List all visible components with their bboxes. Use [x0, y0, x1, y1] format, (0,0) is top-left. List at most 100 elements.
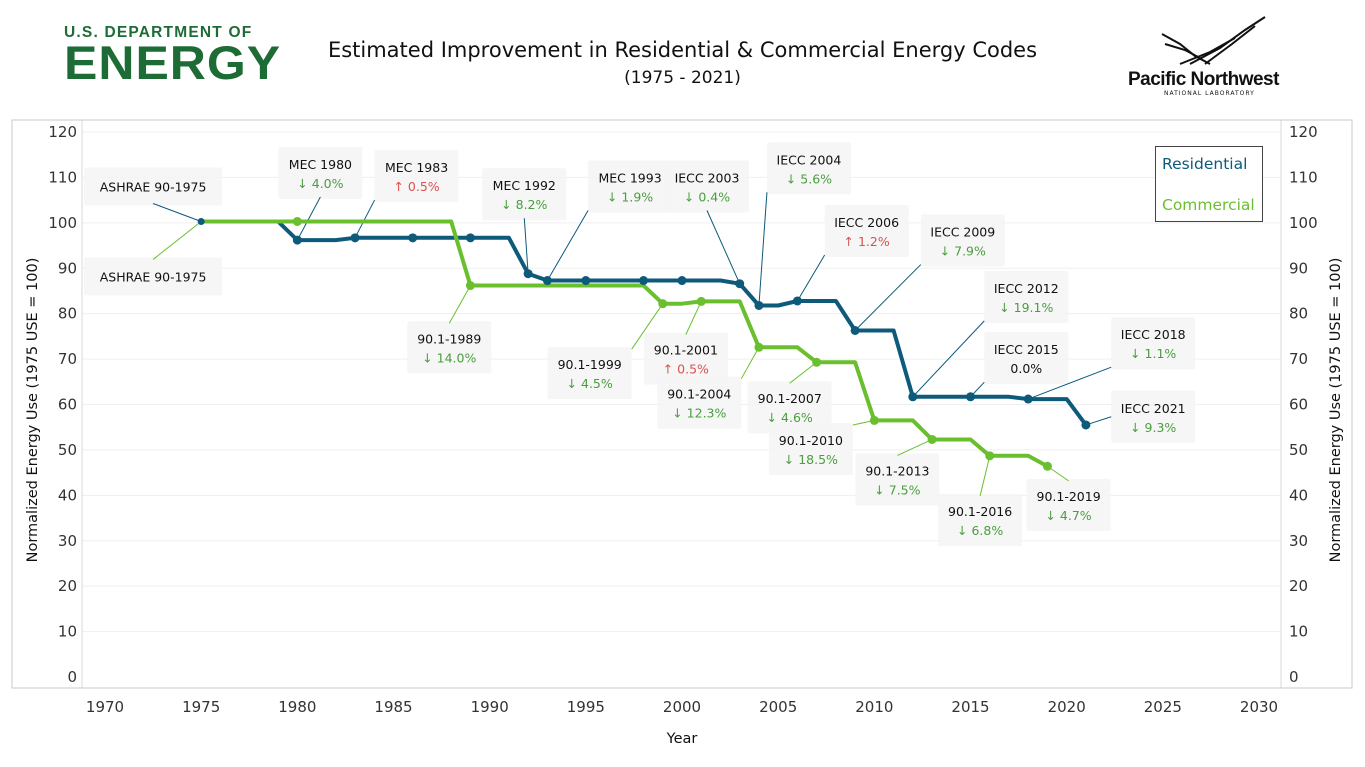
doe-logo-line2: ENERGY [64, 36, 282, 90]
data-point-residential [735, 279, 745, 289]
annotation-change: ↑ 0.5% [663, 362, 709, 377]
annotation-leader [1028, 366, 1112, 400]
annotation-change: ↓ 7.9% [940, 244, 986, 259]
data-point-residential [465, 233, 475, 243]
chart-title-block: Estimated Improvement in Residential & C… [300, 36, 1065, 92]
data-point-commercial [465, 281, 475, 291]
data-point-residential [1081, 420, 1091, 430]
data-point-residential [792, 296, 802, 306]
annotation-leader [448, 285, 471, 324]
legend-commercial: Commercial [1162, 196, 1255, 214]
data-point-commercial [696, 296, 706, 306]
annotation-name: 90.1-1989 [417, 331, 481, 346]
data-point-residential [292, 235, 302, 245]
x-tick: 2010 [855, 698, 893, 716]
annotation-box [984, 270, 1069, 323]
annotation-change: ↓ 4.6% [767, 410, 813, 425]
annotation-box [1111, 390, 1196, 443]
data-point-residential [850, 325, 860, 335]
y-axis-right: 0 10 20 30 40 50 60 70 80 90 100 110 120 [1289, 123, 1318, 686]
data-point-residential [677, 276, 687, 286]
y-tick-right: 30 [1289, 532, 1308, 550]
annotation-box [855, 453, 940, 506]
annotation-name: IECC 2004 [777, 152, 842, 167]
annotation-leader [979, 455, 991, 496]
annotation-box [657, 376, 742, 429]
y-tick-right: 70 [1289, 350, 1308, 368]
annotation-change: ↓ 4.0% [297, 176, 343, 191]
data-point-commercial [292, 216, 302, 226]
annotation-change: ↓ 0.4% [684, 190, 730, 205]
annotation-change: ↓ 14.0% [422, 350, 476, 365]
y-tick-right: 120 [1289, 123, 1318, 141]
data-point-residential [908, 392, 918, 402]
legend-residential: Residential [1162, 155, 1248, 173]
annotation-leader [296, 196, 321, 241]
x-tick: 2000 [663, 698, 701, 716]
annotation-box [588, 160, 673, 213]
data-point-residential [408, 233, 418, 243]
annotation-name: IECC 2021 [1121, 401, 1186, 416]
y-tick-right: 100 [1289, 214, 1318, 232]
x-tick: 1990 [471, 698, 509, 716]
y-tick-left: 30 [58, 532, 77, 550]
data-point-residential [542, 276, 552, 286]
annotation-box [665, 160, 750, 213]
annotation-box [547, 347, 632, 400]
annotation-name: ASHRAE 90-1975 [100, 269, 207, 284]
annotation-box [1111, 317, 1196, 370]
annotation-leader [523, 218, 529, 274]
annotation-labels: ASHRAE 90-1975 ASHRAE 90-1975 MEC 1980 ↓ 4.… [100, 152, 1186, 538]
annotation-leader [706, 210, 741, 284]
y-tick-right: 110 [1289, 168, 1318, 186]
annotation-box [407, 321, 492, 374]
annotation-box [278, 146, 363, 199]
annotation-box [747, 381, 832, 434]
annotation-box [374, 150, 459, 203]
annotation-name: MEC 1983 [385, 160, 448, 175]
annotation-leader [796, 254, 826, 302]
x-tick: 2005 [759, 698, 797, 716]
annotation-name: 90.1-2001 [654, 343, 718, 358]
annotation-name: 90.1-2016 [948, 504, 1012, 519]
series-line-commercial [201, 219, 1049, 469]
annotation-leader [685, 301, 702, 335]
annotation-change: ↓ 4.5% [567, 376, 613, 391]
x-tick: 1985 [374, 698, 412, 716]
annotation-name: IECC 2012 [994, 281, 1059, 296]
x-axis: 1970 1975 1980 1985 1990 1995 2000 2005 2010 2015… [86, 698, 1278, 716]
annotation-change: ↑ 1.2% [844, 234, 890, 249]
y-tick-left: 100 [48, 214, 77, 232]
annotation-name: IECC 2009 [930, 225, 995, 240]
annotation-change: ↓ 8.2% [501, 197, 547, 212]
annotation-name: 90.1-2019 [1037, 489, 1101, 504]
annotation-change: ↓ 9.3% [1130, 420, 1176, 435]
annotation-leader [758, 192, 768, 306]
x-tick: 2015 [951, 698, 989, 716]
annotation-box [920, 214, 1005, 267]
y-tick-right: 40 [1289, 486, 1308, 504]
y-axis-left: 0 10 20 30 40 50 60 70 80 90 100 110 120 [48, 123, 77, 686]
y-tick-right: 20 [1289, 577, 1308, 595]
annotation-change: ↓ 6.8% [957, 523, 1003, 538]
data-point-commercial [869, 415, 879, 425]
annotation-box [84, 257, 223, 296]
x-tick: 2025 [1144, 698, 1182, 716]
y-tick-left: 110 [48, 168, 77, 186]
annotation-leader [152, 221, 202, 260]
y-axis-right-label: Normalized Energy Use (1975 USE = 100) [1328, 258, 1344, 563]
x-axis-label: Year [666, 731, 698, 747]
annotation-leader [546, 210, 589, 281]
y-tick-left: 80 [58, 305, 77, 323]
y-tick-right: 60 [1289, 396, 1308, 414]
annotation-change: ↓ 19.1% [999, 300, 1053, 315]
annotation-leader [354, 199, 376, 239]
annotation-name: MEC 1992 [493, 178, 556, 193]
data-point-commercial [658, 299, 668, 309]
annotation-leader [152, 203, 202, 222]
doe-logo-line1: U.S. DEPARTMENT OF [64, 24, 253, 41]
annotation-name: 90.1-2004 [667, 387, 731, 402]
y-tick-right: 50 [1289, 441, 1308, 459]
annotation-boxes [84, 142, 1196, 546]
